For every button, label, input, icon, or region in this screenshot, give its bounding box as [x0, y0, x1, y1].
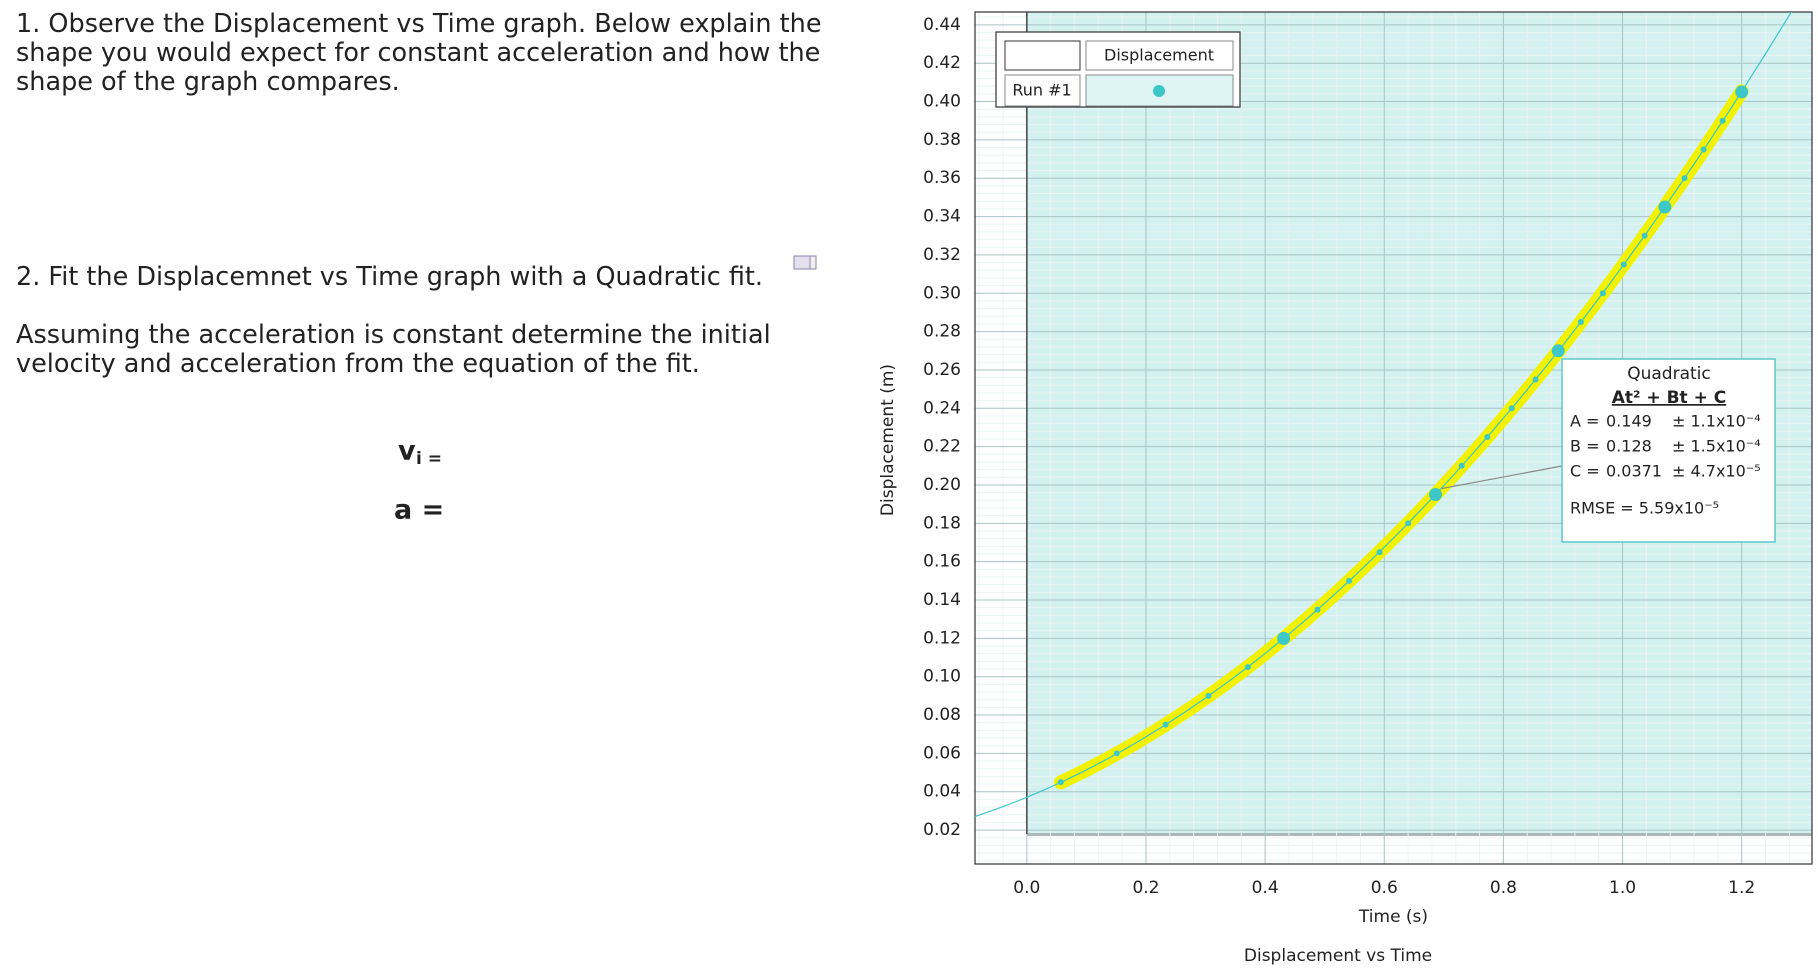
x-tick-label: 0.4: [1252, 878, 1279, 898]
y-tick-label: 0.34: [923, 207, 961, 227]
x-tick-label: 0.2: [1132, 878, 1159, 898]
y-tick-label: 0.24: [923, 398, 961, 418]
annotation-leader: [1441, 465, 1563, 490]
y-tick-label: 0.30: [923, 283, 961, 303]
y-tick-label: 0.20: [923, 475, 961, 495]
data-point: [1376, 549, 1383, 556]
y-tick-label: 0.04: [923, 782, 961, 802]
data-point: [1346, 577, 1353, 584]
fit-param-label: B =: [1570, 437, 1599, 456]
y-tick-label: 0.22: [923, 437, 961, 457]
question-line: shape you would expect for constant acce…: [16, 38, 820, 68]
a-label: a =: [394, 495, 444, 526]
y-tick-label: 0.32: [923, 245, 961, 265]
fit-param-error: ± 1.5x10⁻⁴: [1672, 437, 1761, 456]
y-axis-label: Displacement (m): [878, 364, 898, 516]
fit-equation: At² + Bt + C: [1612, 388, 1726, 408]
data-point: [1532, 376, 1539, 383]
fit-name: Quadratic: [1627, 364, 1711, 384]
region-edge: [1026, 833, 1812, 836]
question-line: 1. Observe the Displacement vs Time grap…: [16, 9, 822, 39]
data-point: [1162, 721, 1169, 728]
icon-dropdown[interactable]: [809, 255, 817, 270]
worksheet-text: 1. Observe the Displacement vs Time grap…: [16, 9, 822, 526]
fit-rmse: RMSE = 5.59x10⁻⁵: [1570, 499, 1719, 518]
y-tick-label: 0.08: [923, 705, 961, 725]
data-point: [1620, 261, 1627, 268]
y-tick-label: 0.36: [923, 168, 961, 188]
x-tick-label: 0.8: [1490, 878, 1517, 898]
data-point: [1641, 232, 1648, 239]
fit-param-label: C =: [1570, 462, 1600, 481]
y-tick-label: 0.40: [923, 92, 961, 112]
fit-param-value: 0.149: [1606, 412, 1652, 431]
y-tick-label: 0.38: [923, 130, 961, 150]
plot-frame: [974, 11, 1813, 865]
data-point: [1577, 319, 1584, 326]
question-line: Assuming the acceleration is constant de…: [16, 320, 771, 350]
y-tick-label: 0.16: [923, 552, 961, 572]
annotation-box: [1561, 358, 1776, 543]
legend-cell: [1085, 40, 1234, 71]
icon-box[interactable]: [793, 255, 811, 270]
vi-subscript: i =: [416, 449, 442, 469]
data-point: [1551, 344, 1565, 358]
chart: 0.020.040.060.080.100.120.140.160.180.20…: [878, 11, 1813, 966]
x-tick-label: 1.2: [1728, 878, 1755, 898]
y-tick-label: 0.10: [923, 667, 961, 687]
vi-label: v: [398, 436, 416, 467]
data-point: [1508, 405, 1515, 412]
fit-param-value: 0.0371: [1606, 462, 1662, 481]
y-tick-label: 0.44: [923, 15, 961, 35]
fit-param-error: ± 1.1x10⁻⁴: [1672, 412, 1761, 431]
y-tick-label: 0.02: [923, 820, 961, 840]
data-point: [1484, 434, 1491, 441]
legend: Displacement Run #1: [995, 31, 1241, 108]
data-point: [1428, 488, 1442, 502]
legend-run: Run #1: [1012, 81, 1071, 100]
data-point: [1700, 146, 1707, 153]
legend-header: Displacement: [1104, 46, 1214, 65]
embed-icon[interactable]: [793, 255, 817, 270]
chart-title: Displacement vs Time: [1244, 946, 1432, 966]
x-axis-label: Time (s): [1358, 907, 1428, 927]
data-point: [1314, 606, 1321, 613]
fit-param-value: 0.128: [1606, 437, 1652, 456]
y-tick-label: 0.28: [923, 322, 961, 342]
x-tick-label: 0.6: [1371, 878, 1398, 898]
y-tick-label: 0.18: [923, 513, 961, 533]
data-point: [1244, 664, 1251, 671]
data-point: [1057, 779, 1064, 786]
legend-cell: [1004, 74, 1081, 107]
legend-marker: [1153, 85, 1165, 97]
x-tick-label: 1.0: [1609, 878, 1636, 898]
data-point: [1205, 692, 1212, 699]
fit-param-label: A =: [1570, 412, 1599, 431]
y-tick-label: 0.42: [923, 53, 961, 73]
data-point: [1735, 85, 1749, 99]
question-line: velocity and acceleration from the equat…: [16, 349, 700, 379]
x-tick-label: 0.0: [1013, 878, 1040, 898]
legend-cell: [1004, 40, 1081, 71]
data-point: [1405, 520, 1412, 527]
question-line: shape of the graph compares.: [16, 67, 400, 97]
question-line: 2. Fit the Displacemnet vs Time graph wi…: [16, 262, 763, 292]
data-point: [1458, 462, 1465, 469]
data-point: [1277, 631, 1291, 645]
y-tick-label: 0.26: [923, 360, 961, 380]
y-tick-label: 0.06: [923, 743, 961, 763]
data-point: [1658, 200, 1672, 214]
y-tick-label: 0.12: [923, 628, 961, 648]
data-point: [1681, 175, 1688, 182]
data-point: [1599, 290, 1606, 297]
data-point: [1113, 750, 1120, 757]
fit-param-error: ± 4.7x10⁻⁵: [1672, 462, 1761, 481]
data-point: [1719, 117, 1726, 124]
y-tick-label: 0.14: [923, 590, 961, 610]
